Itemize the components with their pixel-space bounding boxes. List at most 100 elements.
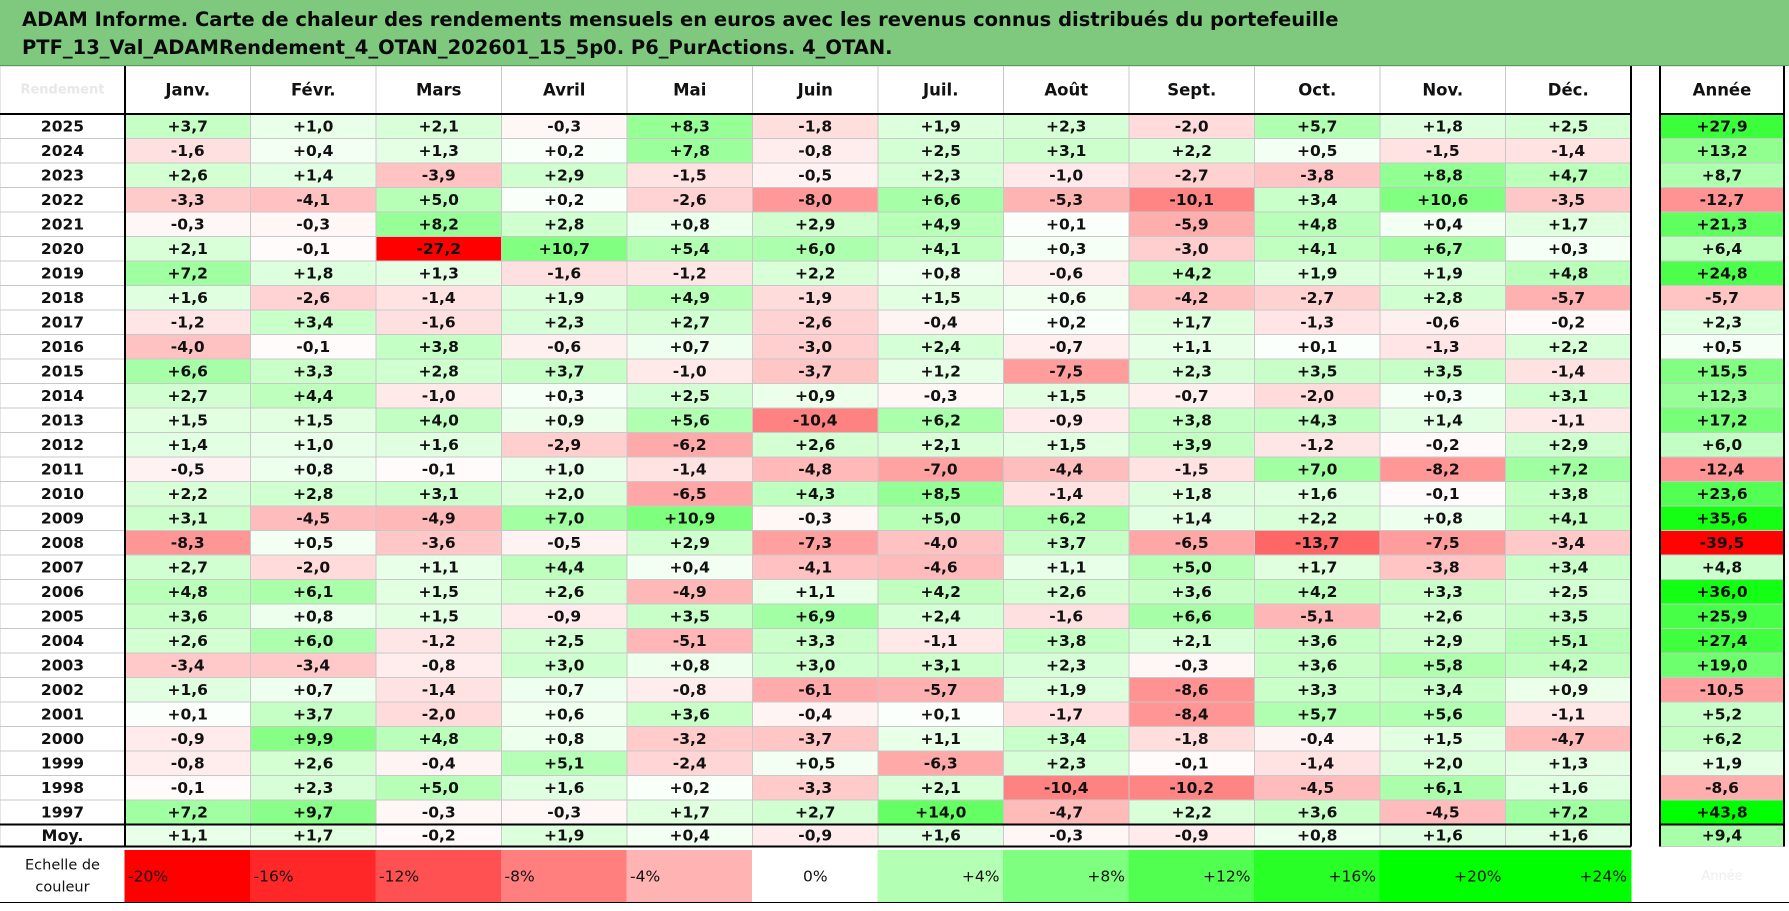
heatmap-cell	[752, 211, 879, 237]
cell-value: -2,0	[296, 558, 330, 576]
row-label-2022: 2022	[41, 191, 84, 209]
cell-value: -1,0	[1049, 166, 1083, 184]
heatmap-cell	[1254, 799, 1381, 825]
cell-value: -3,3	[798, 779, 832, 797]
year-total-value: +1,9	[1702, 754, 1742, 772]
cell-value: +5,0	[1172, 558, 1213, 576]
cell-value: +0,1	[1046, 215, 1086, 233]
cell-value: -0,6	[1426, 313, 1460, 331]
cell-value: -1,4	[1551, 142, 1585, 160]
month-header-cell	[501, 65, 628, 115]
cell-value: +2,3	[1172, 362, 1212, 380]
cell-value: +6,2	[921, 411, 961, 429]
row-label-2018: 2018	[41, 289, 84, 307]
cell-value: +2,6	[168, 632, 208, 650]
cell-value: +3,3	[1297, 681, 1337, 699]
heatmap-cell	[124, 358, 251, 384]
average-value: -0,9	[798, 827, 832, 845]
heatmap-cell	[752, 113, 879, 139]
row-label-2015: 2015	[41, 362, 84, 380]
month-header-cell	[1505, 65, 1632, 115]
heatmap-cell	[1505, 701, 1632, 727]
heatmap-cell	[375, 505, 502, 531]
row-label-2016: 2016	[41, 338, 84, 356]
heatmap-cell	[1505, 309, 1632, 335]
heatmap-cell	[501, 285, 628, 311]
cell-value: +10,6	[1417, 191, 1468, 209]
heatmap-cell	[877, 726, 1004, 752]
cell-value: +2,7	[670, 313, 710, 331]
cell-value: +5,6	[670, 411, 710, 429]
cell-value: -4,4	[1049, 460, 1083, 478]
cell-value: -7,5	[1426, 534, 1460, 552]
heatmap-cell	[501, 750, 628, 776]
cell-value: +3,1	[1046, 142, 1086, 160]
heatmap-cell	[375, 701, 502, 727]
heatmap-cell	[626, 334, 753, 360]
heatmap-cell	[626, 358, 753, 384]
cell-value: +2,9	[1423, 632, 1463, 650]
heatmap-cell	[1128, 358, 1255, 384]
month-header-3: Mars	[416, 81, 462, 100]
heatmap-cell	[1003, 775, 1130, 801]
cell-value: +0,2	[544, 142, 584, 160]
scale-label: +8%	[1087, 868, 1125, 886]
cell-value: +2,1	[168, 240, 208, 258]
heatmap-cell	[877, 113, 1004, 139]
heatmap-cell	[1505, 677, 1632, 703]
heatmap-cell	[1505, 113, 1632, 139]
heatmap-cell	[1128, 309, 1255, 335]
heatmap-cell	[501, 309, 628, 335]
cell-value: +10,7	[539, 240, 590, 258]
heatmap-cell	[250, 236, 377, 262]
average-value: +0,4	[670, 827, 711, 845]
cell-value: -1,4	[1300, 754, 1334, 772]
cell-value: -6,3	[924, 754, 958, 772]
year-total-cell	[1659, 628, 1785, 654]
year-total-cell	[1659, 187, 1785, 213]
year-total-value: +24,8	[1696, 264, 1747, 282]
heatmap-cell	[752, 701, 879, 727]
cell-value: +4,3	[795, 485, 835, 503]
scale-swatch	[626, 850, 753, 903]
cell-value: +1,4	[1172, 509, 1213, 527]
row-label-2002: 2002	[41, 681, 84, 699]
heatmap-cell	[250, 726, 377, 752]
heatmap-cell	[375, 579, 502, 605]
heatmap-cell	[626, 750, 753, 776]
heatmap-cell	[1379, 358, 1506, 384]
cell-value: -2,9	[547, 436, 581, 454]
cell-value: +2,1	[419, 117, 459, 135]
heatmap-cell	[752, 628, 879, 654]
row-label-2004: 2004	[41, 632, 84, 650]
cell-value: -1,0	[673, 362, 707, 380]
heatmap-cell	[877, 701, 1004, 727]
cell-value: +1,9	[1297, 264, 1337, 282]
row-label-2023: 2023	[41, 166, 84, 184]
year-total-value: +36,0	[1696, 583, 1747, 601]
heatmap-cell	[626, 579, 753, 605]
heatmap-cell	[250, 285, 377, 311]
cell-value: +1,9	[921, 117, 961, 135]
cell-value: +3,6	[1297, 803, 1337, 821]
cell-value: +3,3	[293, 362, 333, 380]
scale-swatch	[1254, 850, 1381, 903]
month-header-cell	[124, 65, 251, 115]
cell-value: -4,7	[1049, 803, 1083, 821]
heatmap-cell	[124, 726, 251, 752]
month-header-7: Juil.	[922, 81, 958, 100]
heatmap-cell	[1505, 481, 1632, 507]
heatmap-cell	[501, 554, 628, 580]
cell-value: -4,6	[924, 558, 958, 576]
cell-value: +1,9	[1046, 681, 1086, 699]
heatmap-cell	[752, 432, 879, 458]
cell-value: +1,5	[921, 289, 961, 307]
heatmap-cell	[1128, 211, 1255, 237]
average-value: +1,1	[168, 827, 208, 845]
cell-value: +3,6	[1172, 583, 1212, 601]
corner-cell	[0, 65, 126, 115]
cell-value: -4,5	[1426, 803, 1460, 821]
average-value: +1,9	[544, 827, 584, 845]
cell-value: -1,8	[1175, 730, 1209, 748]
heatmap-cell	[626, 701, 753, 727]
